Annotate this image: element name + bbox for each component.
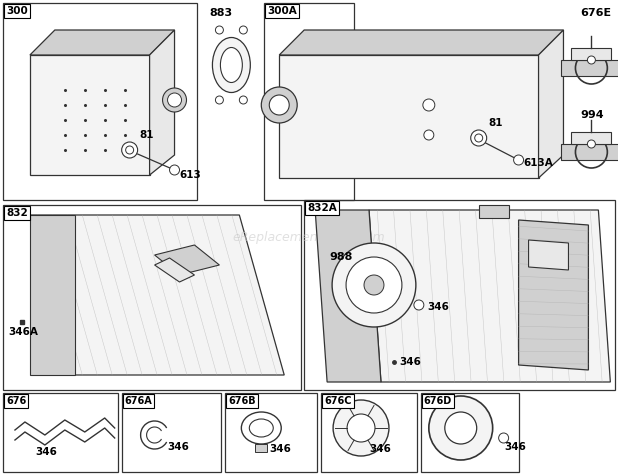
Circle shape <box>269 95 289 115</box>
Circle shape <box>424 130 434 140</box>
Text: 676C: 676C <box>324 396 352 406</box>
Bar <box>3 3 197 200</box>
Circle shape <box>423 99 435 111</box>
Bar <box>122 393 221 472</box>
Ellipse shape <box>213 38 250 93</box>
Polygon shape <box>479 205 508 218</box>
Text: 346: 346 <box>35 447 57 457</box>
Circle shape <box>239 26 247 34</box>
Polygon shape <box>315 210 381 382</box>
Bar <box>3 393 118 472</box>
Polygon shape <box>529 240 569 270</box>
Text: 81: 81 <box>140 130 154 140</box>
Text: 300: 300 <box>6 6 28 16</box>
Polygon shape <box>154 245 219 275</box>
Bar <box>3 205 301 390</box>
Bar <box>321 393 417 472</box>
Polygon shape <box>539 30 564 178</box>
Bar <box>264 3 354 200</box>
Polygon shape <box>154 258 195 282</box>
Text: 346A: 346A <box>8 327 38 337</box>
Circle shape <box>587 140 595 148</box>
Polygon shape <box>369 210 610 382</box>
Circle shape <box>261 87 297 123</box>
Circle shape <box>347 414 375 442</box>
Text: 81: 81 <box>489 118 503 128</box>
Text: 346: 346 <box>369 444 391 454</box>
Bar <box>226 393 317 472</box>
Text: 832A: 832A <box>307 203 337 213</box>
Bar <box>572 132 611 144</box>
Circle shape <box>126 146 134 154</box>
Text: 346: 346 <box>167 442 190 452</box>
Circle shape <box>169 165 180 175</box>
Text: 676E: 676E <box>580 8 611 18</box>
Circle shape <box>364 275 384 295</box>
Bar <box>255 444 267 452</box>
Circle shape <box>122 142 138 158</box>
Circle shape <box>445 412 477 444</box>
Polygon shape <box>30 215 75 375</box>
Bar <box>562 144 620 160</box>
Circle shape <box>215 26 223 34</box>
Circle shape <box>162 88 187 112</box>
Text: 883: 883 <box>210 8 232 18</box>
Text: 676A: 676A <box>125 396 153 406</box>
Text: 346: 346 <box>269 444 291 454</box>
Polygon shape <box>279 30 564 55</box>
Text: 346: 346 <box>399 357 421 367</box>
Text: 676B: 676B <box>228 396 256 406</box>
Bar <box>562 60 620 76</box>
Polygon shape <box>30 55 149 175</box>
Text: 346: 346 <box>505 442 526 452</box>
Polygon shape <box>149 30 174 175</box>
Text: 988: 988 <box>329 252 353 262</box>
Circle shape <box>471 130 487 146</box>
Circle shape <box>332 243 416 327</box>
Bar <box>304 200 615 390</box>
Text: 676: 676 <box>6 396 26 406</box>
Bar <box>572 48 611 60</box>
Text: 832: 832 <box>6 208 28 218</box>
Circle shape <box>475 134 483 142</box>
Text: 613: 613 <box>180 170 202 180</box>
Text: 994: 994 <box>580 110 604 120</box>
Polygon shape <box>279 55 539 178</box>
Polygon shape <box>518 220 588 370</box>
Circle shape <box>346 257 402 313</box>
Text: eReplacementParts.com: eReplacementParts.com <box>233 230 386 244</box>
Circle shape <box>587 56 595 64</box>
Polygon shape <box>30 30 174 55</box>
Circle shape <box>239 96 247 104</box>
Circle shape <box>333 400 389 456</box>
Circle shape <box>215 96 223 104</box>
Text: 676D: 676D <box>424 396 452 406</box>
Circle shape <box>414 300 424 310</box>
Bar <box>421 393 518 472</box>
Polygon shape <box>30 215 284 375</box>
Circle shape <box>498 433 508 443</box>
Circle shape <box>167 93 182 107</box>
Circle shape <box>513 155 523 165</box>
Text: 300A: 300A <box>267 6 297 16</box>
Circle shape <box>429 396 493 460</box>
Text: 613A: 613A <box>523 158 553 168</box>
Text: 346: 346 <box>427 302 449 312</box>
Ellipse shape <box>220 48 242 83</box>
